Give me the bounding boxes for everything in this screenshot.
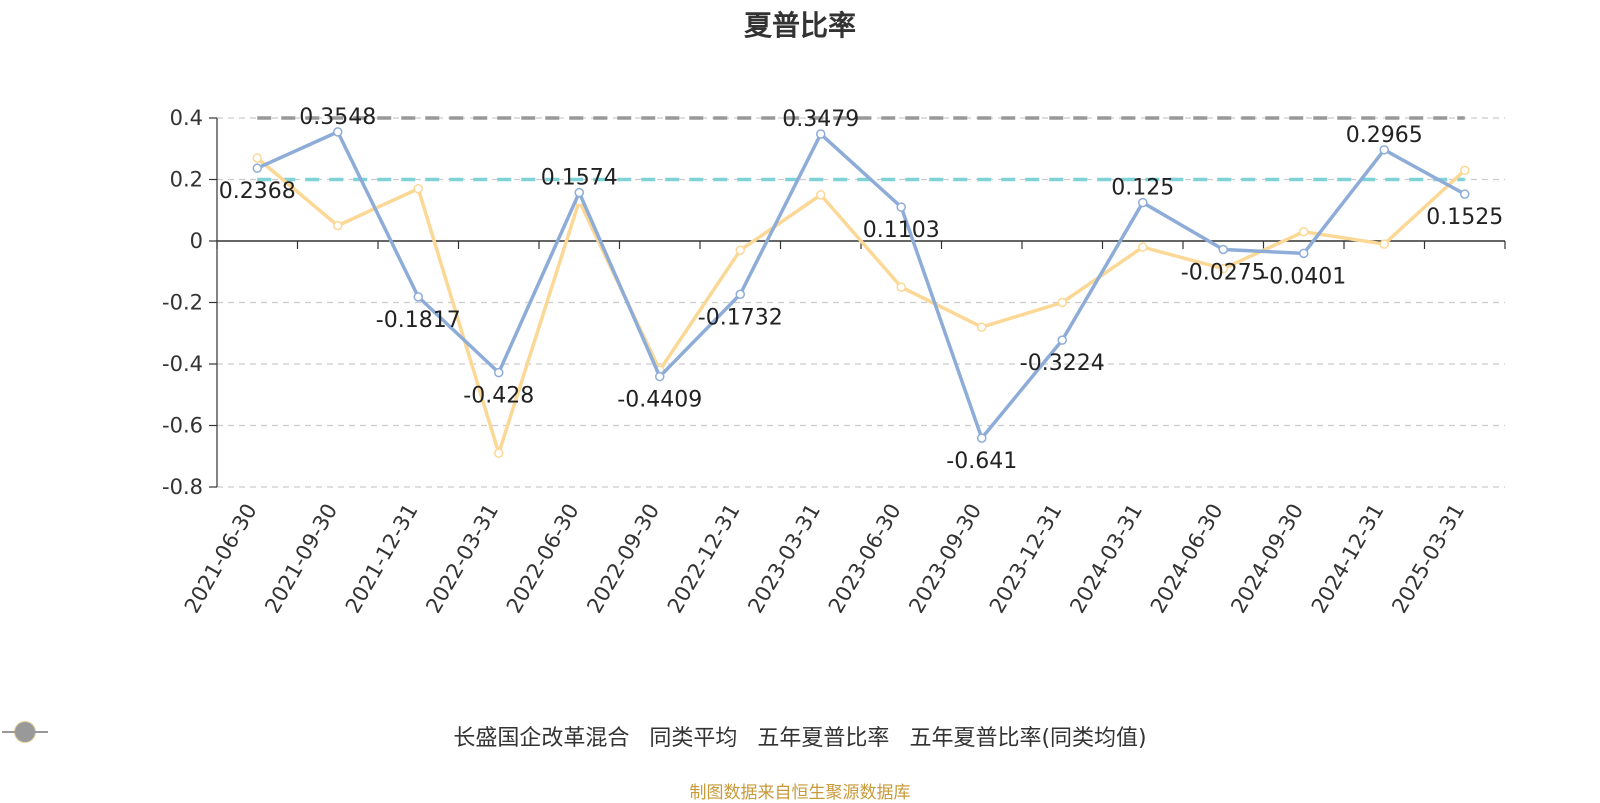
category-average-point xyxy=(1460,165,1470,176)
legend-item-category-average[interactable]: 同类平均 xyxy=(2,720,738,752)
fund-point xyxy=(1379,145,1389,155)
fund-point xyxy=(655,371,665,382)
x-tick-label: 2025-03-31 xyxy=(1387,500,1469,618)
legend-label: 五年夏普比率 xyxy=(757,726,890,751)
x-tick-label: 2022-09-30 xyxy=(582,500,664,618)
fund-point xyxy=(1218,244,1228,255)
x-tick-label: 2023-06-30 xyxy=(824,500,906,618)
x-tick-label: 2021-12-31 xyxy=(341,500,423,618)
data-label: -0.0401 xyxy=(1261,264,1346,289)
category-average-point xyxy=(494,448,504,458)
data-label: 0.1574 xyxy=(541,166,618,191)
data-label: -0.1817 xyxy=(376,308,461,333)
data-label: 0.1525 xyxy=(1426,205,1503,230)
data-label: 0.2965 xyxy=(1346,123,1423,148)
x-tick-label: 2021-09-30 xyxy=(260,500,342,618)
data-label: -0.641 xyxy=(946,449,1017,474)
legend-item-fund[interactable]: 长盛国企改革混合 xyxy=(2,720,630,752)
data-label: -0.4409 xyxy=(617,388,702,413)
data-label: 0.3548 xyxy=(299,105,376,130)
data-label: -0.1732 xyxy=(698,305,783,330)
legend-five-year-average-marker xyxy=(2,722,48,742)
fund-point xyxy=(333,127,343,137)
fund-point xyxy=(574,187,584,198)
y-tick-label: -0.6 xyxy=(162,414,203,438)
category-average-point xyxy=(252,153,262,163)
category-average-point xyxy=(413,183,423,194)
chart-title: 夏普比率 xyxy=(743,9,856,42)
legend-label: 五年夏普比率(同类均值) xyxy=(909,726,1147,751)
category-average-point xyxy=(1379,239,1389,249)
y-tick-label: 0 xyxy=(190,229,203,253)
data-label: 0.3479 xyxy=(782,107,859,132)
category-average-point xyxy=(1218,263,1228,274)
fund-point xyxy=(1299,248,1309,259)
category-average-point xyxy=(1138,242,1148,252)
category-average-point xyxy=(977,322,987,332)
data-label: 0.125 xyxy=(1111,176,1174,201)
category-average-point xyxy=(1057,297,1067,308)
category-average-point xyxy=(816,190,826,200)
legend-label: 长盛国企改革混合 xyxy=(453,726,630,751)
fund-point xyxy=(1138,197,1148,208)
data-label: 0.2368 xyxy=(219,179,296,204)
fund-point xyxy=(1057,335,1067,345)
fund-point xyxy=(413,292,423,302)
category-average-point xyxy=(333,220,343,231)
fund-point xyxy=(494,367,504,378)
fund-line xyxy=(256,130,1466,440)
fund-point xyxy=(252,163,262,173)
x-tick-label: 2022-06-30 xyxy=(502,500,584,618)
x-tick-label: 2024-12-31 xyxy=(1307,500,1389,618)
category-average-point xyxy=(896,282,906,292)
fund-point xyxy=(1460,189,1470,199)
x-tick-label: 2024-06-30 xyxy=(1146,500,1228,618)
legend-item-five-year-sharpe-average[interactable]: 五年夏普比率(同类均值) xyxy=(2,720,1147,752)
fund-point xyxy=(896,202,906,212)
data-label: -0.428 xyxy=(463,384,534,409)
fund-point xyxy=(977,433,987,443)
legend-label: 同类平均 xyxy=(649,726,738,751)
data-source-note: 制图数据来自恒生聚源数据库 xyxy=(689,783,911,803)
y-tick-label: 0.4 xyxy=(170,106,203,130)
data-label: -0.0275 xyxy=(1181,260,1266,285)
legend: 长盛国企改革混合 同类平均 五年夏普比率 五年夏普比率(同类均值) xyxy=(0,720,1600,752)
x-tick-label: 2024-03-31 xyxy=(1065,500,1147,618)
y-tick-label: -0.8 xyxy=(162,475,203,499)
y-tick-label: -0.4 xyxy=(162,352,203,376)
x-tick-label: 2022-03-31 xyxy=(421,500,503,618)
category-average-point xyxy=(1299,227,1309,237)
y-tick-label: 0.2 xyxy=(170,168,203,192)
fund-point xyxy=(735,289,745,300)
x-tick-label: 2023-09-30 xyxy=(904,500,986,618)
x-tick-label: 2023-12-31 xyxy=(985,500,1067,618)
fund-point xyxy=(816,129,826,139)
x-tick-label: 2021-06-30 xyxy=(180,500,262,618)
y-tick-label: -0.2 xyxy=(162,291,203,315)
x-tick-label: 2022-12-31 xyxy=(663,500,745,618)
x-tick-label: 2023-03-31 xyxy=(743,500,825,618)
legend-item-five-year-sharpe[interactable]: 五年夏普比率 xyxy=(2,720,890,752)
category-average-line xyxy=(256,156,1466,455)
data-label: 0.1103 xyxy=(863,218,940,243)
x-tick-label: 2024-09-30 xyxy=(1226,500,1308,618)
category-average-point xyxy=(735,245,745,255)
data-label: -0.3224 xyxy=(1020,351,1105,376)
